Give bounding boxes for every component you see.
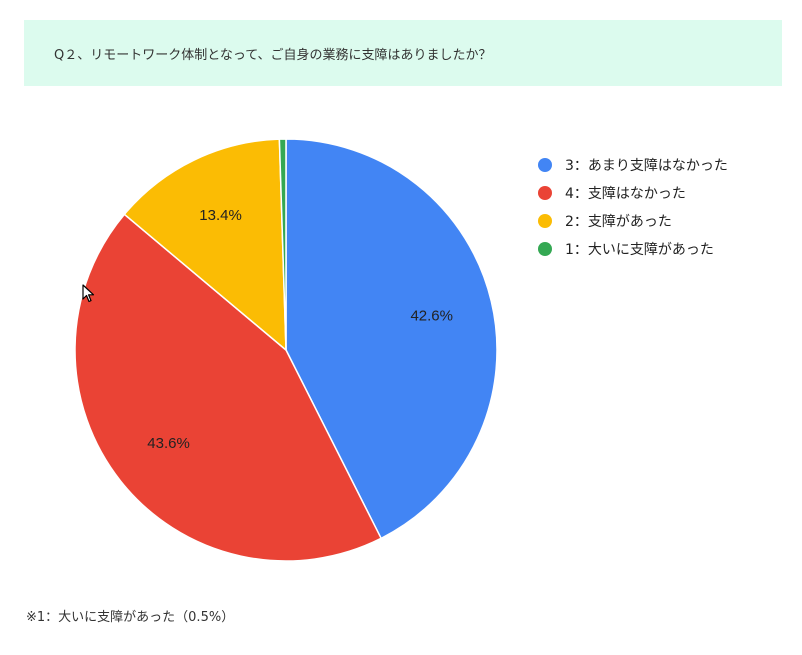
slice-label-3: 13.4% [199,207,242,224]
mouse-cursor-icon [82,284,95,303]
legend-marker-4 [538,242,552,256]
question-banner: Q２、リモートワーク体制となって、ご自身の業務に支障はありましたか？ [24,20,782,86]
legend-marker-1 [538,158,552,172]
pie-slice-3 [123,138,287,352]
question-text: Q２、リモートワーク体制となって、ご自身の業務に支障はありましたか？ [54,47,492,63]
legend-label-3: 2：支障があった [565,214,672,230]
legend-marker-2 [538,186,552,200]
pie-chart: 42.6% 43.6% 13.4% 3：あまり支障はなかった 4：支障はなかった 2：支… [74,138,728,562]
chart-legend: 3：あまり支障はなかった 4：支障はなかった 2：支障があった 1：大いに支障があった [538,158,728,258]
legend-marker-3 [538,214,552,228]
legend-label-2: 4：支障はなかった [565,186,686,202]
slice-label-2: 43.6% [147,435,190,452]
pie-slice-2 [74,213,383,562]
legend-label-4: 1：大いに支障があった [565,242,714,258]
slice-label-1: 42.6% [410,307,453,324]
footnote: ※1：大いに支障があった（0.5%） [26,610,235,625]
pie-slices [74,138,498,562]
pie-slice-1 [285,138,498,540]
pie-slice-4 [278,138,287,351]
legend-label-1: 3：あまり支障はなかった [565,158,728,174]
pie-slice-labels: 42.6% 43.6% 13.4% [147,207,453,452]
